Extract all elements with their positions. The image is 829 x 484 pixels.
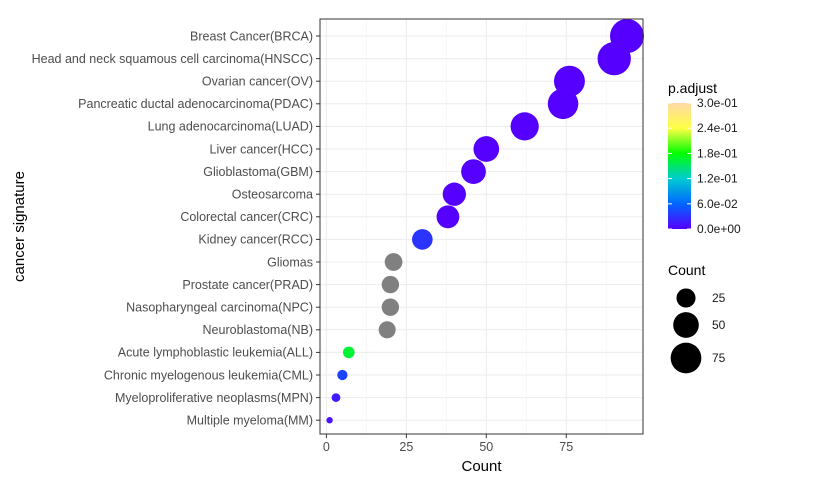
y-tick-label: Osteosarcoma xyxy=(232,188,313,202)
data-point xyxy=(378,321,396,339)
y-tick-label: Gliomas xyxy=(267,255,313,269)
data-point xyxy=(547,88,579,120)
data-points xyxy=(326,19,645,424)
data-point xyxy=(326,417,333,424)
size-legend-label: 50 xyxy=(712,318,726,332)
x-tick-label: 50 xyxy=(479,440,493,454)
y-tick-label: Myeloproliferative neoplasms(MPN) xyxy=(115,391,313,405)
size-legend-items: 25 50 75 xyxy=(670,288,726,374)
color-legend-title: p.adjust xyxy=(668,80,717,96)
y-tick-label: Liver cancer(HCC) xyxy=(210,142,314,156)
y-tick-label: Kidney cancer(RCC) xyxy=(198,233,313,247)
y-tick-label: Chronic myelogenous leukemia(CML) xyxy=(104,368,313,382)
size-legend: Count 25 50 75 xyxy=(668,262,726,374)
data-point xyxy=(381,298,400,316)
y-tick-label: Prostate cancer(PRAD) xyxy=(182,278,313,292)
y-tick-label: Breast Cancer(BRCA) xyxy=(190,29,313,43)
y-tick-label: Multiple myeloma(MM) xyxy=(187,414,313,428)
colorbar-tick-label: 3.0e-01 xyxy=(697,96,738,110)
y-tick-label: Acute lymphoblastic leukemia(ALL) xyxy=(118,346,313,360)
data-point xyxy=(473,136,500,162)
x-tick-label: 75 xyxy=(559,440,573,454)
data-point xyxy=(331,393,341,402)
y-tick-label: Pancreatic ductal adenocarcinoma(PDAC) xyxy=(78,97,313,111)
data-point xyxy=(412,229,433,250)
y-tick-label: Head and neck squamous cell carcinoma(HN… xyxy=(32,52,313,66)
y-axis-tick-labels: Breast Cancer(BRCA) Head and neck squamou… xyxy=(32,29,320,428)
colorbar-tick-label: 1.2e-01 xyxy=(697,172,738,186)
size-legend-key xyxy=(670,342,702,374)
data-point xyxy=(342,346,355,359)
data-point xyxy=(510,112,539,141)
y-tick-label: Lung adenocarcinoma(LUAD) xyxy=(148,120,313,134)
x-axis-tick-labels: 0 25 50 75 xyxy=(323,434,573,454)
y-tick-label: Ovarian cancer(OV) xyxy=(202,75,313,89)
plot-panel-border xyxy=(319,18,644,435)
colorbar-tick-label: 1.8e-01 xyxy=(697,146,738,160)
size-legend-label: 75 xyxy=(712,351,726,365)
y-axis-title: cancer signature xyxy=(11,171,28,282)
data-point xyxy=(461,159,486,184)
data-point xyxy=(442,182,466,206)
colorbar-ticks: 3.0e-01 2.4e-01 1.8e-01 1.2e-01 6.0e-02 0.0e+… xyxy=(668,96,741,236)
grid-lines xyxy=(320,19,643,434)
colorbar-tick-label: 2.4e-01 xyxy=(697,121,738,135)
color-legend: p.adjust 3.0e-01 2.4e-01 1.8e-01 1.2e-01 6.0… xyxy=(668,80,741,236)
colorbar-tick-label: 0.0e+00 xyxy=(697,222,741,236)
data-point xyxy=(337,369,348,381)
x-axis-title: Count xyxy=(461,458,502,475)
y-tick-label: Glioblastoma(GBM) xyxy=(203,165,313,179)
size-legend-key xyxy=(673,312,699,338)
size-legend-title: Count xyxy=(668,262,705,278)
data-point xyxy=(436,205,460,229)
data-point xyxy=(381,275,400,294)
y-tick-label: Neuroblastoma(NB) xyxy=(203,323,313,337)
size-legend-label: 25 xyxy=(712,291,726,305)
colorbar xyxy=(668,103,691,229)
x-tick-label: 25 xyxy=(399,440,413,454)
data-point xyxy=(597,41,631,76)
size-legend-key xyxy=(676,288,696,308)
x-tick-label: 0 xyxy=(323,440,330,454)
colorbar-tick-label: 6.0e-02 xyxy=(697,197,738,211)
y-tick-label: Nasopharyngeal carcinoma(NPC) xyxy=(126,301,313,315)
y-tick-label: Colorectal cancer(CRC) xyxy=(180,210,313,224)
data-point xyxy=(384,253,403,271)
